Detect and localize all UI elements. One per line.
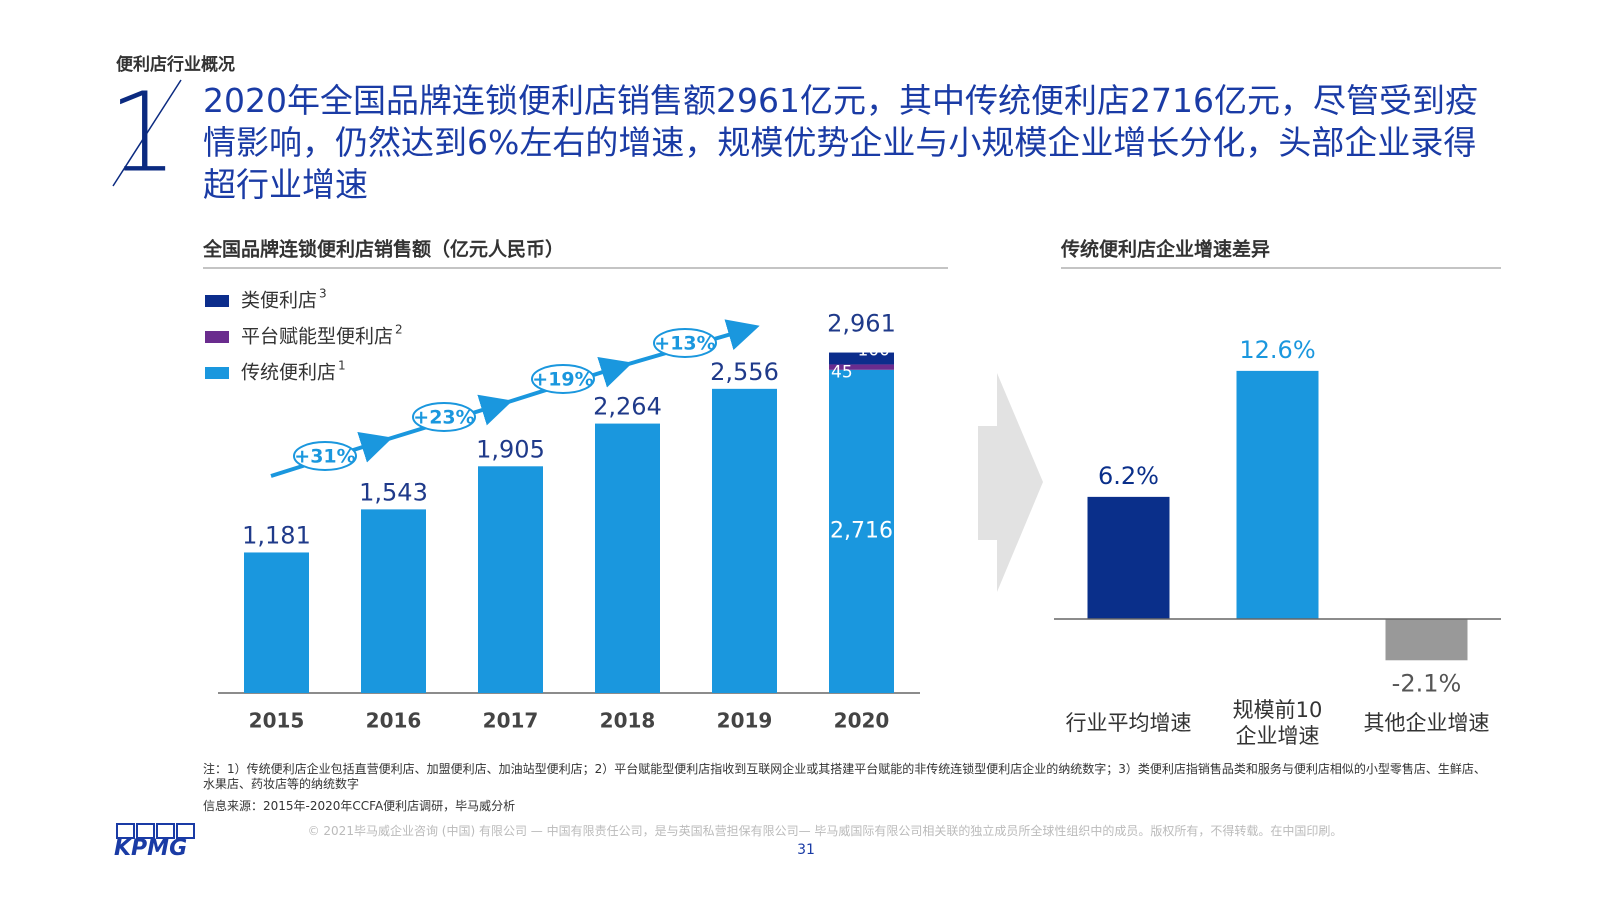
growth-bubble bbox=[653, 328, 717, 358]
x-tick-label: 2018 bbox=[600, 709, 656, 733]
bar-segment bbox=[712, 388, 777, 693]
legend-swatch bbox=[205, 367, 229, 379]
bar bbox=[1385, 618, 1468, 661]
bar-segment bbox=[829, 369, 894, 693]
bar-segment bbox=[829, 364, 894, 370]
segment-label: 2,716 bbox=[830, 518, 893, 543]
page-number: 31 bbox=[797, 842, 815, 858]
chart-title: 全国品牌连锁便利店销售额（亿元人民币） bbox=[202, 238, 564, 261]
growth-label: +19% bbox=[532, 369, 593, 391]
total-label: 1,543 bbox=[359, 478, 428, 506]
chart-title: 传统便利店企业增速差异 bbox=[1060, 238, 1270, 261]
bar-segment bbox=[244, 552, 309, 693]
transition-arrow bbox=[978, 373, 1043, 592]
x-tick-label: 行业平均增速 bbox=[1065, 711, 1192, 735]
logo: KPMG bbox=[114, 836, 187, 861]
bar-segment bbox=[478, 466, 543, 693]
legend-label: 类便利店 bbox=[241, 290, 317, 312]
segment-label: 45 bbox=[831, 362, 853, 382]
growth-bubble bbox=[412, 402, 476, 432]
x-tick-label: 2020 bbox=[834, 709, 890, 733]
legend-swatch bbox=[205, 295, 229, 307]
x-tick-label: 规模前10 企业增速 bbox=[1232, 698, 1323, 748]
total-label: 2,556 bbox=[710, 358, 779, 386]
value-label: 6.2% bbox=[1098, 462, 1159, 490]
x-tick-label: 2019 bbox=[717, 709, 773, 733]
legend-label: 平台赋能型便利店 bbox=[241, 326, 393, 348]
total-label: 1,905 bbox=[476, 435, 545, 463]
bar-segment bbox=[829, 352, 894, 365]
growth-label: +23% bbox=[413, 407, 474, 429]
kpmg-logo-boxes bbox=[116, 823, 195, 839]
growth-label: +13% bbox=[654, 333, 715, 355]
x-tick-label: 其他企业增速 bbox=[1363, 711, 1490, 735]
section-slash bbox=[112, 79, 182, 187]
legend-footnote-marker: 3 bbox=[319, 287, 327, 301]
bar bbox=[1236, 370, 1319, 619]
total-label: 2,961 bbox=[827, 310, 896, 338]
x-tick-label: 2015 bbox=[249, 709, 305, 733]
segment-label: 100 bbox=[858, 341, 890, 361]
total-label: 2,264 bbox=[593, 393, 662, 421]
value-label: -2.1% bbox=[1392, 669, 1462, 697]
headline: 2020年全国品牌连锁便利店销售额2961亿元，其中传统便利店2716亿元，尽管… bbox=[203, 81, 1478, 204]
x-tick-label: 2016 bbox=[366, 709, 422, 733]
legend-swatch bbox=[205, 331, 229, 343]
footnote: 注：1）传统便利店企业包括直营便利店、加盟便利店、加油站型便利店；2）平台赋能型… bbox=[203, 762, 1486, 791]
growth-bubble bbox=[531, 364, 595, 394]
x-tick-label: 2017 bbox=[483, 709, 539, 733]
legend-footnote-marker: 1 bbox=[338, 359, 346, 373]
bar-segment bbox=[361, 509, 426, 693]
legend-label: 传统便利店 bbox=[241, 362, 336, 384]
copyright: © 2021毕马威企业咨询 (中国) 有限公司 — 中国有限责任公司，是与英国私… bbox=[307, 824, 1343, 838]
section-label: 便利店行业概况 bbox=[116, 54, 235, 75]
legend-footnote-marker: 2 bbox=[395, 323, 403, 337]
growth-bubble bbox=[293, 441, 357, 471]
total-label: 1,181 bbox=[242, 521, 311, 549]
growth-label: +31% bbox=[294, 446, 355, 468]
bar bbox=[1087, 496, 1170, 619]
value-label: 12.6% bbox=[1239, 336, 1315, 364]
source: 信息来源：2015年-2020年CCFA便利店调研，毕马威分析 bbox=[203, 799, 516, 813]
bar-segment bbox=[595, 423, 660, 693]
